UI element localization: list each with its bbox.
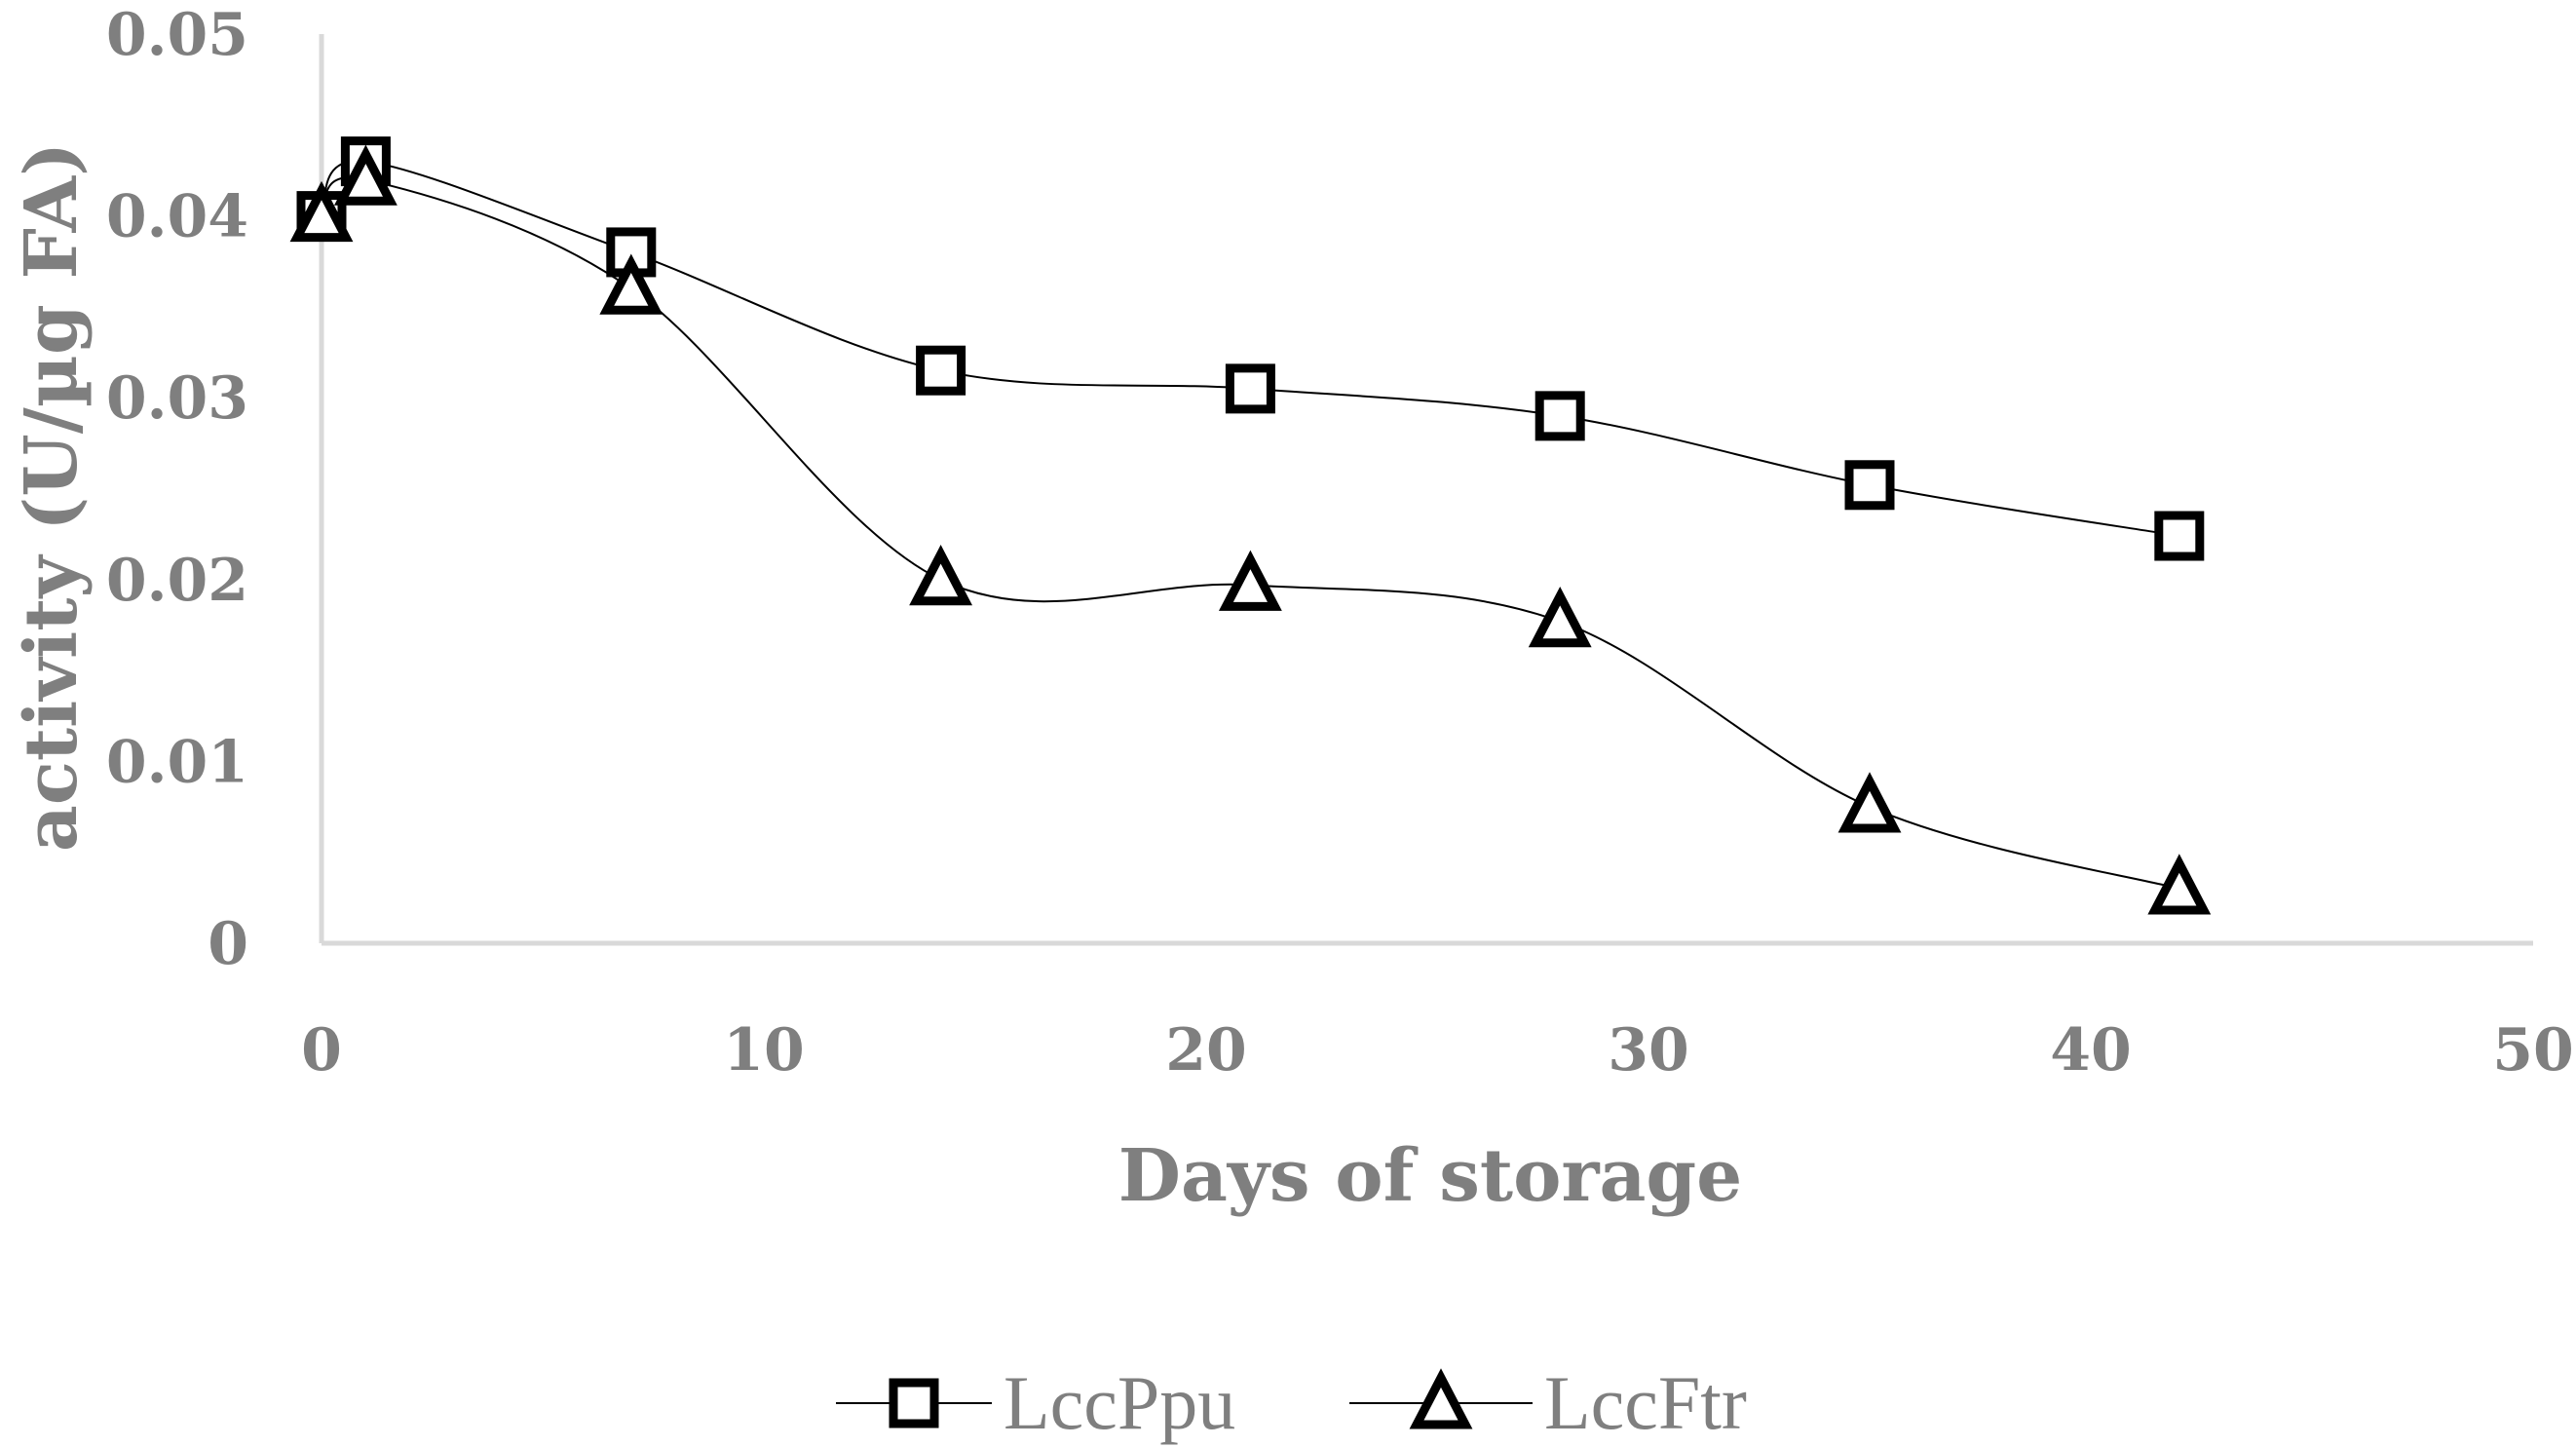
y-tick-label: 0.05 (106, 1, 248, 69)
data-point-triangle (289, 180, 354, 243)
series-LccPpu (296, 136, 2205, 561)
y-tick-label: 0.02 (106, 547, 248, 615)
y-tick-label: 0.04 (106, 183, 248, 251)
y-tick-label: 0.01 (106, 728, 248, 796)
data-point-triangle (599, 253, 663, 315)
y-axis-title: activity (U/µg FA) (10, 142, 94, 852)
x-tick-label: 40 (2050, 1016, 2132, 1085)
x-axis-title: Days of storage (1118, 1134, 1742, 1218)
data-point-square (1844, 460, 1895, 511)
legend-item: LccPpu (836, 1360, 1235, 1445)
x-tick-label: 20 (1165, 1016, 1247, 1085)
legend-marker-square (889, 1378, 939, 1428)
x-tick-label: 30 (1608, 1016, 1689, 1085)
x-tick-label: 50 (2492, 1016, 2574, 1085)
axes (319, 34, 2533, 946)
legend-label: LccPpu (1004, 1360, 1235, 1445)
data-point-square (2154, 511, 2205, 561)
series-LccFtr (289, 144, 2212, 915)
y-tick-label: 0.03 (106, 364, 248, 433)
series-layer (289, 136, 2212, 915)
series-line (321, 160, 2179, 538)
data-point-triangle (1837, 772, 1902, 833)
data-point-triangle (909, 545, 973, 606)
y-tick-label: 0 (208, 910, 248, 978)
data-point-triangle (2147, 854, 2212, 915)
x-tick-label: 0 (301, 1016, 342, 1085)
data-point-triangle (1528, 586, 1592, 648)
series-line (321, 176, 2180, 890)
data-point-triangle (333, 144, 398, 206)
legend: LccPpu LccFtr (836, 1360, 1747, 1445)
legend-marker-triangle (1409, 1368, 1473, 1429)
data-point-square (916, 345, 966, 396)
data-point-triangle (1218, 550, 1282, 611)
x-tick-labels: 0 10 20 30 40 50 (301, 1016, 2574, 1085)
data-point-square (1534, 391, 1585, 441)
data-point-square (1225, 363, 1275, 414)
legend-item: LccFtr (1349, 1360, 1747, 1445)
y-tick-labels: 0 0.01 0.02 0.03 0.04 0.05 (106, 1, 248, 978)
legend-label: LccFtr (1544, 1360, 1747, 1445)
x-tick-label: 10 (723, 1016, 805, 1085)
